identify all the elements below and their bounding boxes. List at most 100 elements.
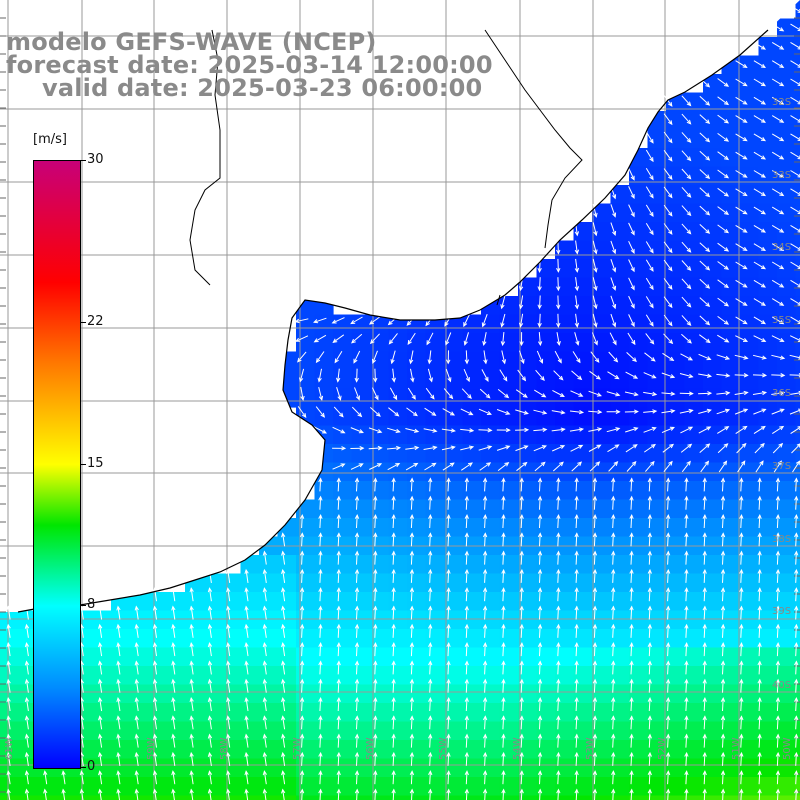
wind-speed-cell (666, 407, 686, 427)
wind-arrow (699, 334, 711, 344)
wind-arrow (735, 151, 748, 160)
wind-arrow (663, 186, 673, 199)
wind-arrow (610, 277, 617, 291)
wind-arrow (552, 389, 565, 398)
wind-arrow (354, 513, 360, 529)
latitude-label: 33S (772, 170, 791, 181)
wind-arrow (684, 660, 689, 675)
wind-speed-cell (555, 499, 575, 519)
wind-speed-cell (111, 703, 131, 723)
wind-speed-cell (240, 629, 260, 649)
wind-arrow (607, 371, 620, 380)
wind-speed-cell (222, 795, 242, 800)
wind-arrow (482, 660, 488, 675)
wind-speed-cell (481, 351, 501, 371)
wind-arrow (461, 388, 472, 400)
latitude-label: 37S (772, 461, 791, 472)
wind-speed-cell (536, 388, 556, 408)
wind-arrow (519, 660, 524, 675)
wind-arrow (244, 788, 249, 800)
wind-speed-cell (425, 573, 445, 593)
wind-speed-cell (647, 444, 667, 464)
wind-speed-cell (37, 777, 57, 797)
wind-arrow (501, 770, 506, 785)
wind-arrow (226, 696, 231, 712)
wind-arrow (299, 696, 305, 712)
wind-arrow (556, 788, 561, 800)
wind-speed-cell (536, 518, 556, 538)
wind-arrow (663, 278, 673, 290)
wind-speed-cell (425, 684, 445, 704)
wind-speed-cell (721, 518, 741, 538)
wind-arrow (373, 568, 378, 583)
wind-speed-cell (610, 296, 630, 316)
wind-arrow (428, 696, 433, 712)
wind-speed-cell (740, 444, 760, 464)
wind-arrow (665, 788, 671, 800)
wind-arrow (556, 605, 561, 620)
wind-speed-cell (573, 758, 593, 778)
wind-speed-cell (166, 666, 186, 686)
wind-speed-cell (129, 610, 149, 630)
wind-arrow (537, 733, 543, 748)
wind-speed-cell (240, 647, 260, 667)
wind-arrow (592, 715, 598, 730)
wind-arrow (390, 350, 396, 365)
wind-arrow (368, 427, 383, 434)
wind-arrow (244, 715, 249, 730)
wind-speed-cell (499, 795, 519, 800)
wind-arrow (98, 751, 103, 766)
wind-speed-cell (333, 499, 353, 519)
wind-arrow (665, 642, 671, 657)
wind-speed-cell (185, 666, 205, 686)
wind-arrow (717, 206, 730, 215)
wind-speed-cell (684, 703, 704, 723)
wind-arrow (388, 407, 400, 417)
wind-speed-cell (240, 610, 260, 630)
wind-arrow (281, 788, 286, 800)
wind-arrow (428, 642, 433, 657)
wind-speed-cell (148, 721, 168, 741)
wind-speed-cell (666, 684, 686, 704)
wind-arrow (757, 788, 762, 800)
wind-speed-cell (703, 481, 723, 501)
wind-speed-cell (536, 296, 556, 316)
wind-arrow (574, 313, 580, 328)
wind-speed-cell (425, 758, 445, 778)
wind-arrow (626, 352, 637, 363)
wind-speed-cell (795, 666, 800, 686)
wind-speed-cell (592, 259, 612, 279)
wind-speed-cell (647, 296, 667, 316)
wind-speed-cell (222, 573, 242, 593)
wind-speed-cell (740, 55, 760, 75)
wind-speed-cell (573, 462, 593, 482)
wind-arrow (716, 408, 731, 415)
wind-speed-cell (333, 666, 353, 686)
wind-arrow (116, 642, 121, 657)
wind-speed-cell (777, 462, 797, 482)
wind-arrow (207, 587, 213, 602)
wind-arrow (720, 770, 726, 785)
wind-arrow (570, 390, 584, 397)
wind-arrow (446, 623, 451, 638)
wind-arrow (391, 368, 396, 383)
wind-speed-cell (647, 481, 667, 501)
wind-speed-cell (610, 703, 630, 723)
wind-arrow (681, 241, 692, 253)
wind-arrow (427, 368, 433, 383)
wind-arrow (336, 605, 341, 620)
wind-speed-cell (444, 518, 464, 538)
wind-speed-cell (536, 370, 556, 390)
wind-arrow (775, 642, 781, 657)
wind-arrow (628, 277, 635, 291)
wind-speed-cell (777, 703, 797, 723)
wind-arrow (482, 568, 488, 583)
wind-speed-cell (629, 240, 649, 260)
wind-speed-cell (573, 296, 593, 316)
wind-speed-cell (240, 573, 260, 593)
wind-speed-cell (444, 610, 464, 630)
wind-arrow (629, 770, 634, 785)
wind-speed-cell (314, 629, 334, 649)
wind-arrow (519, 678, 524, 693)
wind-arrow (556, 532, 561, 547)
